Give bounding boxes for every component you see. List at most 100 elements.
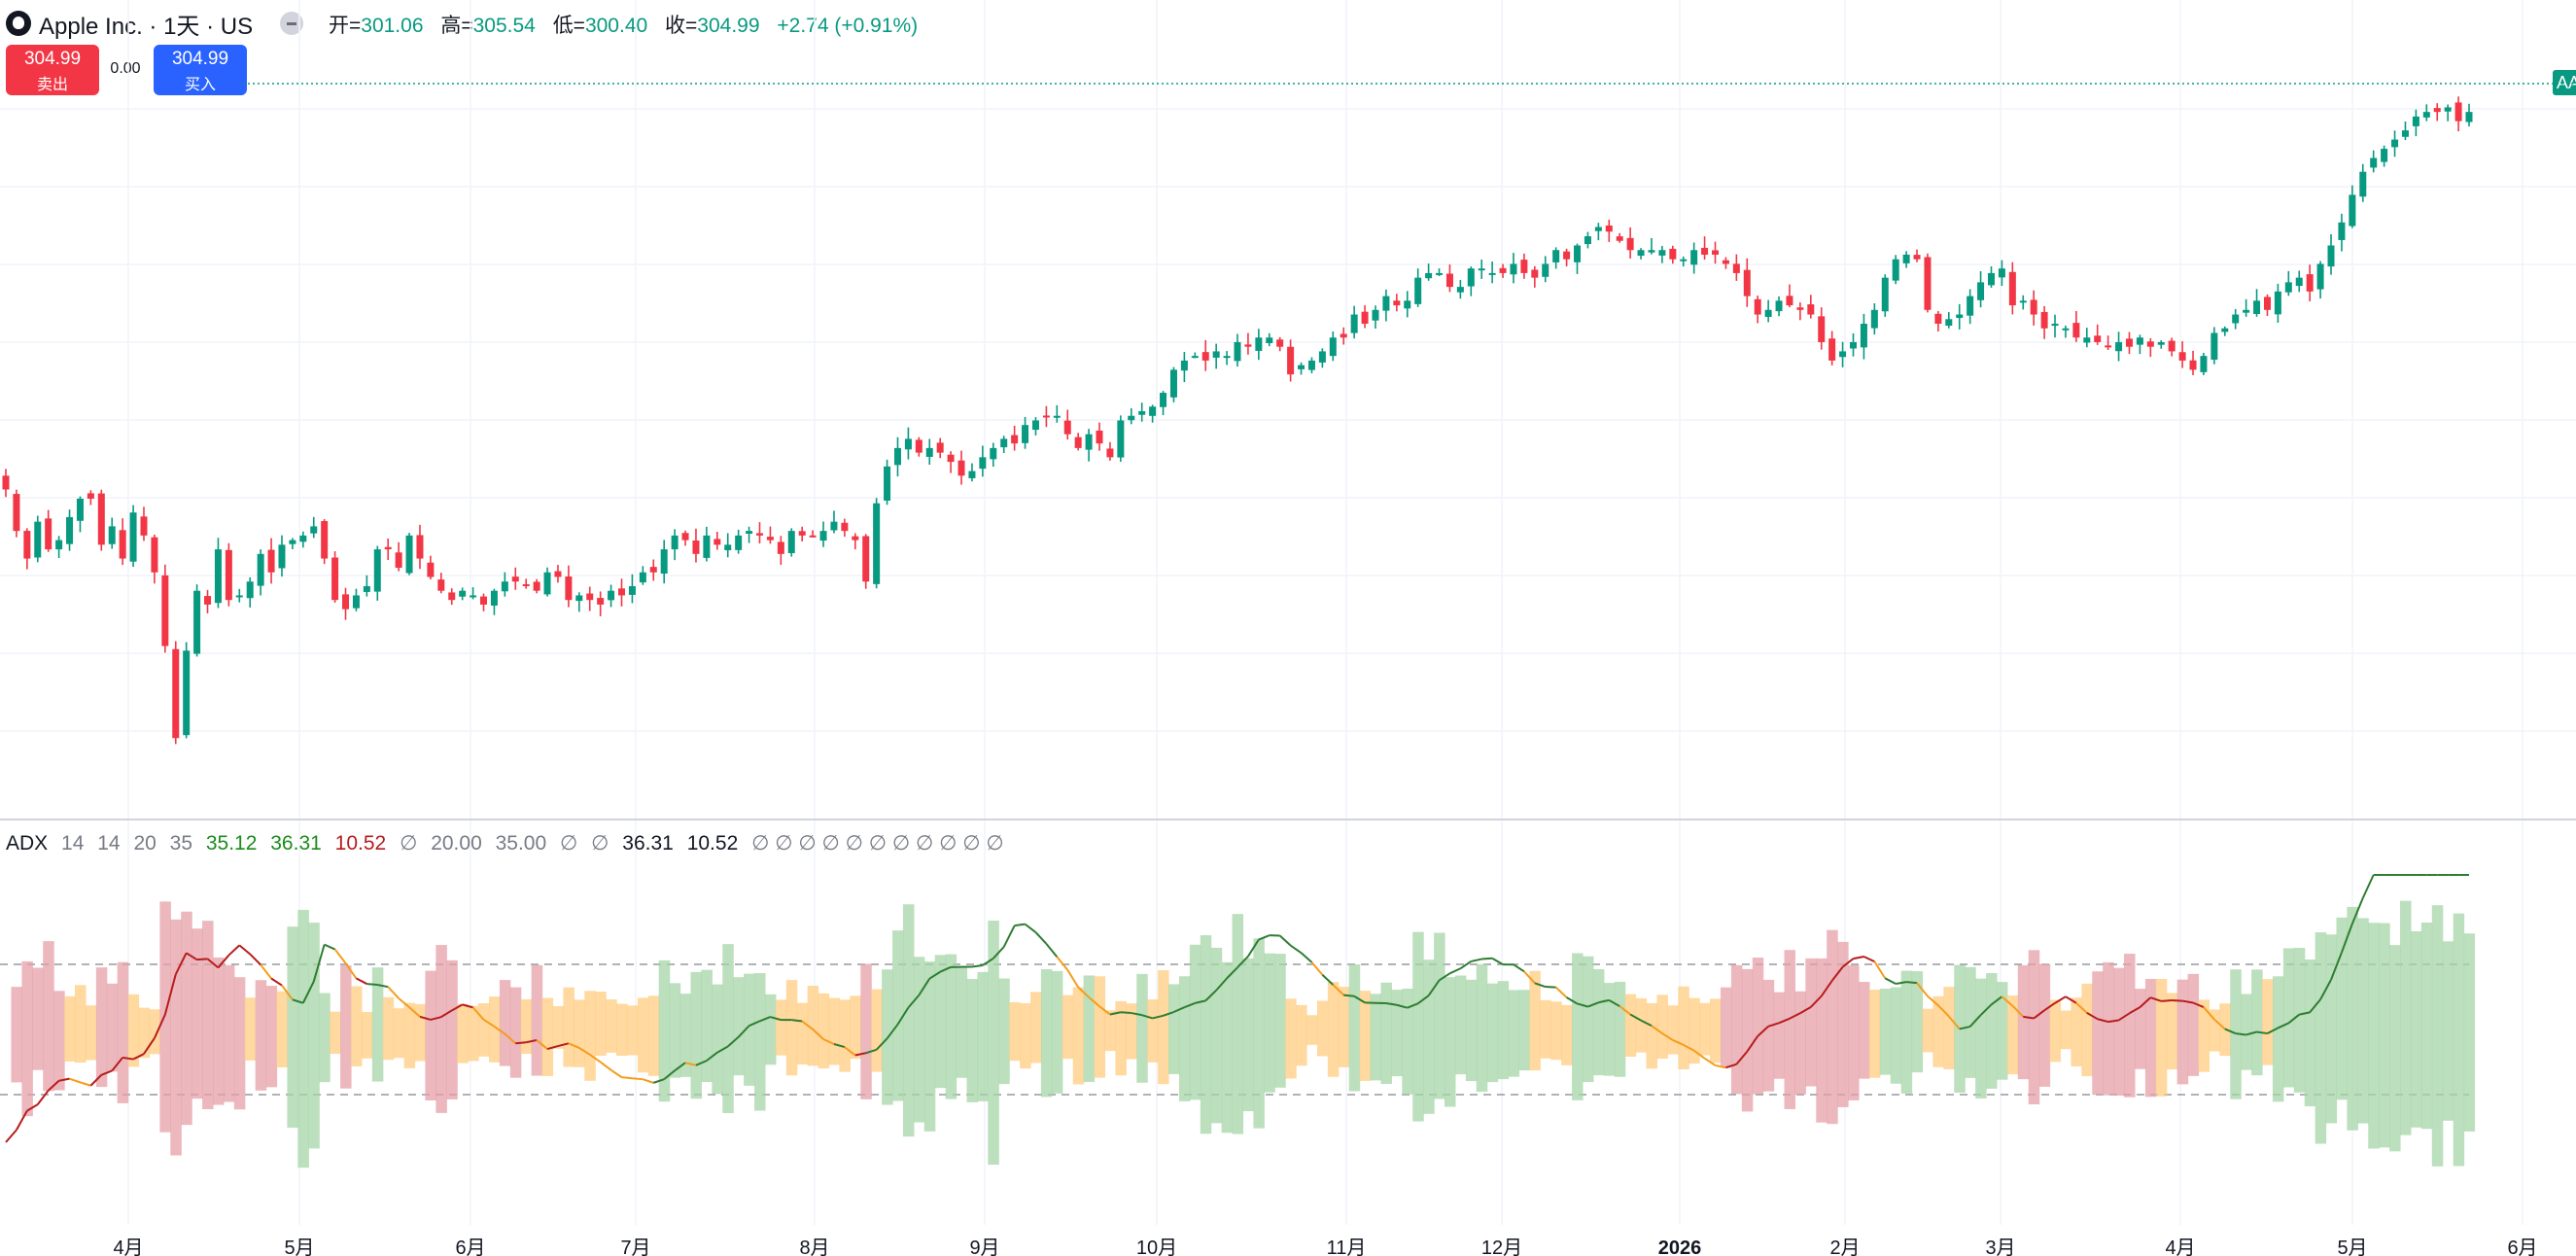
candle-body [1022, 425, 1029, 443]
empty-slots-tail: ∅ ∅ ∅ ∅ ∅ ∅ ∅ ∅ ∅ ∅ ∅ [751, 832, 1004, 855]
candle-body [777, 541, 784, 554]
di-histogram-bar [1710, 998, 1722, 1064]
candle-body [1913, 255, 1921, 260]
empty-slot-1: ∅ [400, 832, 418, 855]
di-histogram-bar [902, 904, 915, 1137]
adx-line-segment [333, 948, 347, 964]
adx-line-segment [1862, 956, 1875, 963]
candle-body [565, 576, 573, 601]
candle-body [2444, 107, 2452, 112]
di-minus-value: 10.52 [334, 832, 387, 855]
di-histogram-bar [1232, 914, 1244, 1134]
adx-line-segment [324, 943, 336, 951]
adx-line-segment [971, 963, 984, 968]
level-35-value: 35.00 [495, 832, 547, 855]
candle-body [1393, 300, 1401, 306]
candle-body [1361, 311, 1369, 325]
adx-line-segment [419, 1015, 432, 1021]
adx-line-segment [2245, 1030, 2257, 1036]
adx-line-segment [1385, 1002, 1397, 1006]
candle-body [597, 598, 605, 605]
adx-line-segment [292, 998, 304, 1004]
di-histogram-bar [574, 999, 585, 1067]
sell-button[interactable]: 304.99 卖出 [6, 45, 99, 95]
adx-line-segment [546, 1045, 559, 1051]
candle-body [755, 533, 763, 536]
candle-body [671, 535, 679, 550]
di-histogram-bar [1752, 958, 1764, 1095]
buy-price: 304.99 [171, 49, 229, 69]
di-histogram-bar [595, 992, 607, 1057]
adx-line-segment [1396, 1003, 1409, 1009]
di-histogram-bar [1285, 998, 1297, 1079]
adx-line-segment [2203, 1006, 2215, 1021]
candle-body [501, 581, 508, 592]
adx-line-segment [26, 1103, 39, 1112]
adx-line-segment [770, 1016, 782, 1022]
candle-body [1818, 316, 1826, 342]
adx-line-segment [2340, 923, 2353, 954]
di-histogram-bar [2453, 913, 2465, 1167]
candle-body [2168, 340, 2176, 352]
di-histogram-bar [647, 995, 660, 1076]
di-histogram-bar [956, 967, 968, 1078]
adx-line-segment [2256, 1030, 2268, 1035]
candle-body [1234, 341, 1241, 362]
candle-body [1616, 236, 1623, 241]
adx-line-segment [992, 946, 1005, 959]
di-histogram-bar [1603, 983, 1616, 1076]
candle-body [1881, 277, 1889, 312]
adx-param-1: 14 [61, 832, 85, 855]
adx-line-segment [1693, 1049, 1706, 1060]
symbol-title[interactable]: Apple Inc. · 1天 · US [39, 13, 254, 40]
adx-line-segment [1014, 923, 1026, 927]
adx-line-segment [515, 1041, 527, 1045]
di-histogram-bar [181, 911, 192, 1126]
di-histogram-bar [1104, 1010, 1116, 1052]
di-histogram-bar [64, 995, 76, 1062]
adx-line-segment [80, 1081, 91, 1087]
adx-legend[interactable]: ADX 14 14 20 35 35.12 36.31 10.52 ∅ 20.0… [6, 831, 1012, 855]
di-histogram-bar [860, 963, 872, 1099]
adx-line-segment [1629, 1013, 1642, 1022]
candle-body [2381, 149, 2388, 162]
di-histogram-bar [2198, 999, 2210, 1072]
candle-body [2062, 328, 2070, 331]
adx-line-segment [1141, 1014, 1153, 1020]
candle-body [1169, 369, 1177, 398]
di-histogram-bar [382, 996, 395, 1061]
di-histogram-bar [1497, 981, 1510, 1080]
buy-button[interactable]: 304.99 买入 [154, 45, 247, 95]
di-histogram-bar [1965, 966, 1976, 1078]
candle-body [1298, 365, 1305, 369]
candle-body [2338, 222, 2346, 240]
adx-line-segment [1990, 995, 2003, 1006]
di-histogram-bar [1986, 973, 1998, 1089]
spread-value: 0.00 [110, 60, 141, 77]
adx-line-segment [408, 1006, 421, 1018]
candle-body [23, 531, 31, 559]
price-tag: AA [2553, 70, 2576, 95]
candle-body [1191, 356, 1199, 359]
di-histogram-bar [2315, 932, 2327, 1144]
adx-line-segment [1873, 960, 1887, 979]
di-histogram-bar [1444, 977, 1456, 1107]
adx-line-segment [174, 952, 188, 975]
adx-line-segment [1789, 1012, 1801, 1020]
candle-body [2008, 271, 2016, 306]
di-histogram-bar [733, 977, 745, 1076]
candle-body [2263, 297, 2271, 310]
candle-body [1201, 352, 1209, 361]
low-label: 低= [552, 15, 585, 37]
di-histogram-bar [1030, 992, 1042, 1064]
candle-body [1223, 356, 1231, 359]
adx-line-segment [1906, 981, 1918, 985]
candle-body [1445, 273, 1453, 288]
adx-line-segment [1109, 1011, 1122, 1016]
adx-line-segment [1449, 967, 1461, 975]
di-histogram-bar [1868, 990, 1881, 1078]
di-histogram-bar [1178, 976, 1191, 1101]
candle-body [1987, 272, 1995, 286]
candle-body [1796, 307, 1804, 310]
